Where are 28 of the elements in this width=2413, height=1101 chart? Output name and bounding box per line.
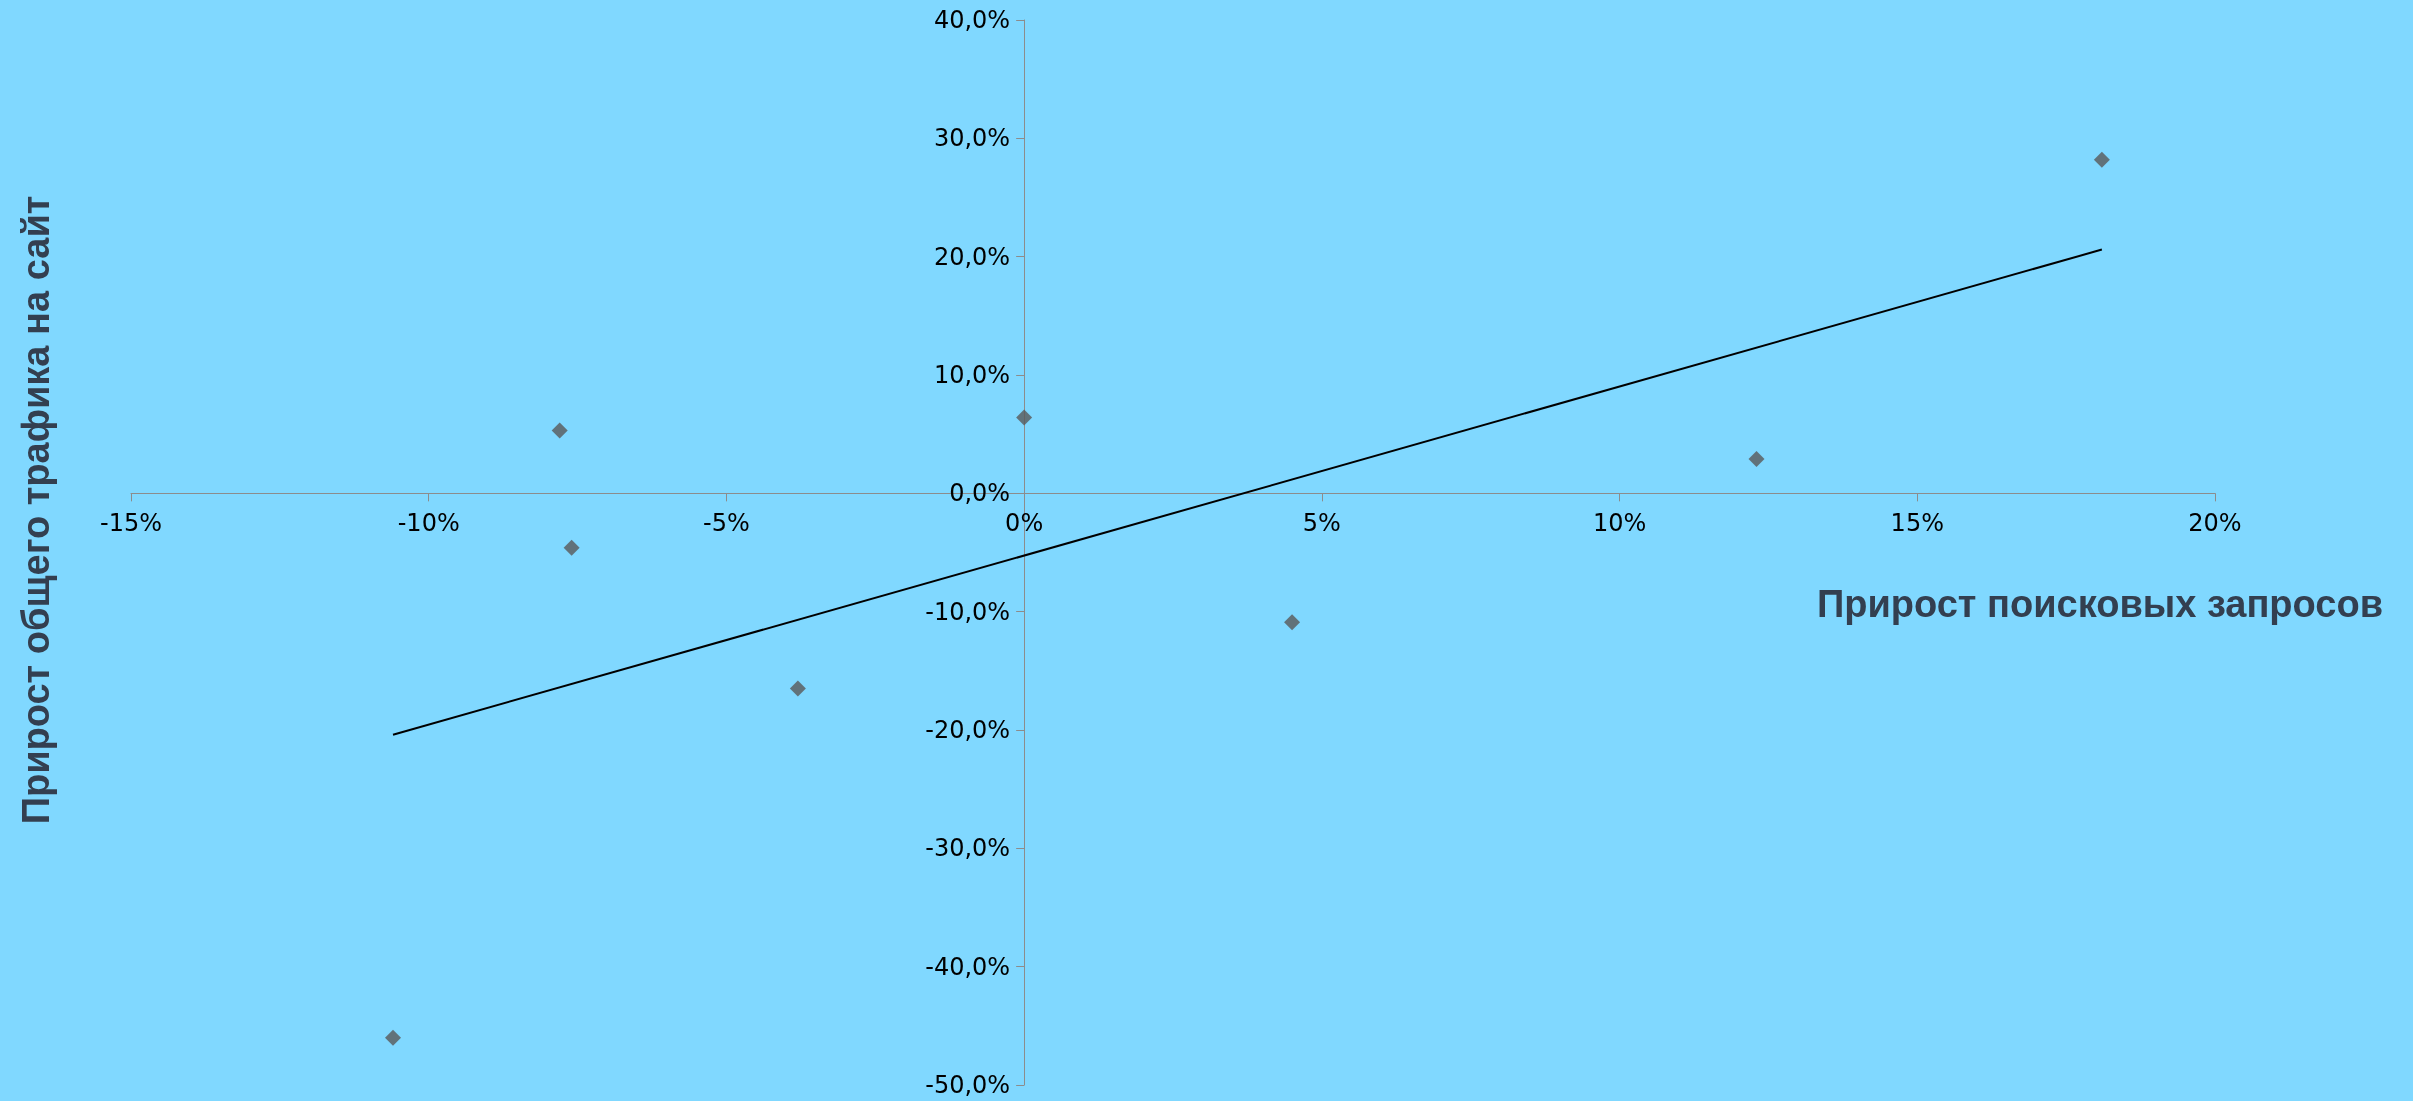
point <box>2093 151 2110 168</box>
point <box>551 422 568 439</box>
x-tick-label: 5% <box>1302 509 1341 538</box>
y-tick-label: 30,0% <box>933 124 1011 153</box>
x-tick-label: 0% <box>1005 509 1044 538</box>
point <box>789 680 806 697</box>
point <box>384 1029 401 1046</box>
x-tick-label: 10% <box>1592 509 1647 538</box>
y-tick-label: -50,0% <box>925 1071 1011 1099</box>
y-tick-label: -40,0% <box>925 952 1011 981</box>
point <box>1016 409 1033 426</box>
y-tick-label: 40,0% <box>933 6 1011 34</box>
x-axis-title: Прирост поисковых запросов <box>1816 583 2384 625</box>
y-tick-label: -10,0% <box>925 597 1011 626</box>
x-tick-label: -10% <box>397 509 460 538</box>
y-axis-title: Прирост общего трафика на сайт <box>15 195 57 825</box>
y-tick-label: 10,0% <box>933 361 1011 389</box>
x-tick-label: 20% <box>2188 509 2242 538</box>
y-tick-label: 20,0% <box>933 242 1011 271</box>
y-tick-label: -30,0% <box>925 834 1011 863</box>
point <box>1748 451 1765 468</box>
x-tick-label: 15% <box>1890 509 1944 538</box>
point <box>563 539 580 556</box>
point <box>1284 614 1301 631</box>
y-tick-label: -20,0% <box>925 716 1011 744</box>
x-tick-label: -15% <box>99 509 163 538</box>
x-tick-label: -5% <box>703 509 750 538</box>
y-tick-label: 0,0% <box>949 479 1011 508</box>
